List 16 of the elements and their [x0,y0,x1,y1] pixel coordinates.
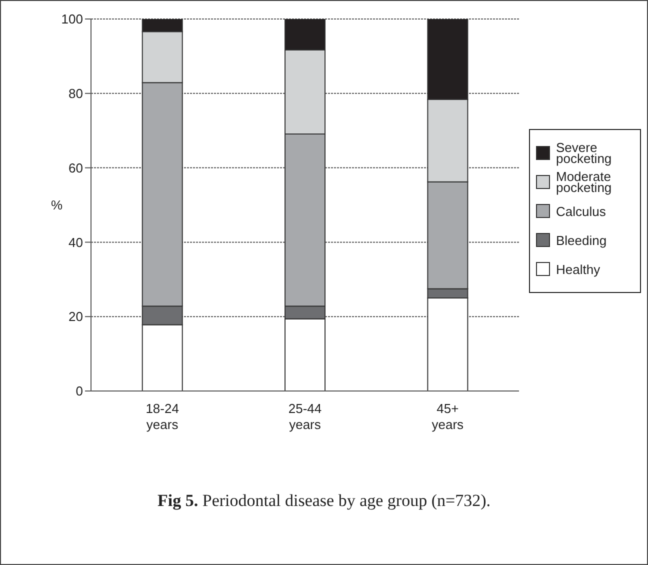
y-tick-label: 80 [68,86,83,102]
y-axis-title: % [51,198,63,213]
y-tick-label: 60 [68,160,83,176]
legend-label: Moderate pocketing [556,169,613,195]
y-tick-label: 100 [61,12,83,27]
x-tick-label: 18-24 years [146,401,179,432]
x-tick-label: 25-44 years [288,401,322,432]
legend-label: Severe pocketing [556,140,613,166]
legend-label: Healthy [556,262,602,276]
y-tick-label: 40 [68,234,83,250]
y-tick-label: 0 [76,384,83,399]
caption: Fig 5. Periodontal disease by age group (n=732). [156,491,492,511]
legend-label: Calculus [556,204,607,218]
legend-label: Bleeding [556,232,608,248]
y-tick-label: 20 [68,309,83,324]
x-tick-label: 45+ years [432,401,464,432]
